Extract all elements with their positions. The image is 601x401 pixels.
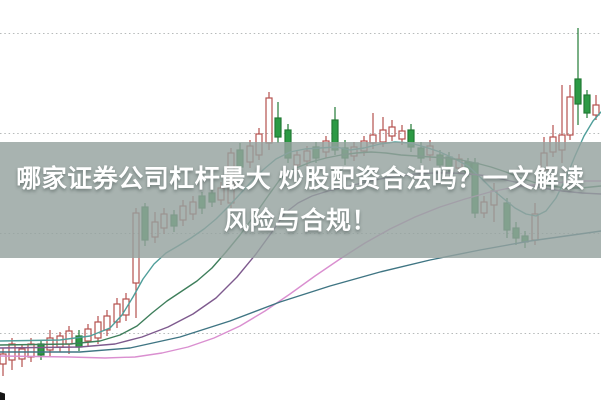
candle-up <box>255 133 263 156</box>
candle-up <box>27 343 35 358</box>
candle-up <box>398 130 406 140</box>
candle-up <box>558 134 566 151</box>
candle-up <box>592 104 600 116</box>
candle-up <box>56 335 64 348</box>
candle-up <box>388 126 396 137</box>
candle-up <box>65 330 73 345</box>
candle-up <box>18 348 26 360</box>
candle-up <box>322 140 330 153</box>
candle-up <box>0 353 7 365</box>
candle-down <box>574 78 582 105</box>
candle-up <box>122 298 130 316</box>
ma-slow-darkteal <box>0 230 601 353</box>
candle-up <box>94 321 102 339</box>
candle-up <box>566 96 574 136</box>
candle-up <box>113 303 121 323</box>
candle-up <box>379 129 387 143</box>
candle-up <box>265 97 273 144</box>
candle-down <box>331 119 339 151</box>
candle-down <box>274 117 282 138</box>
candle-up <box>369 134 377 144</box>
candle-down <box>583 94 591 114</box>
candle-down <box>37 343 45 356</box>
headline: 哪家证券公司杠杆最大 炒股配资合法吗？一文解读 风险与合规！ <box>0 158 601 242</box>
candle-up <box>103 315 111 331</box>
candle-up <box>360 140 368 152</box>
candle-up <box>84 328 92 342</box>
candle-up <box>549 136 557 153</box>
headline-line1: 哪家证券公司杠杆最大 炒股配资合法吗？一文解读 <box>16 165 585 193</box>
candle-up <box>350 146 358 157</box>
headline-line2: 风险与合规！ <box>223 207 377 235</box>
watermark-fragment <box>0 392 5 400</box>
